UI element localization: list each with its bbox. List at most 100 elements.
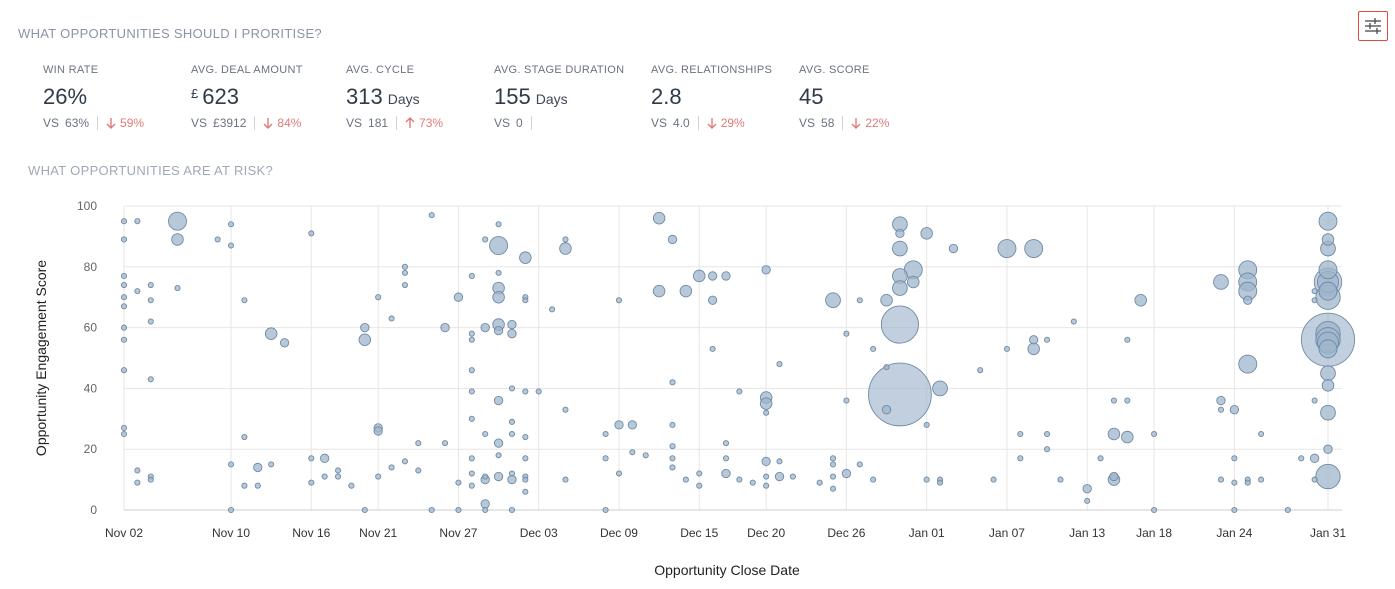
opportunity-bubble[interactable]: [254, 482, 261, 489]
opportunity-bubble[interactable]: [453, 292, 464, 302]
opportunity-bubble[interactable]: [1298, 455, 1305, 462]
opportunity-bubble[interactable]: [1057, 476, 1064, 483]
opportunity-bubble[interactable]: [1003, 345, 1010, 352]
opportunity-bubble[interactable]: [549, 306, 556, 313]
opportunity-bubble[interactable]: [1311, 397, 1318, 404]
opportunity-bubble[interactable]: [468, 415, 475, 422]
opportunity-bubble[interactable]: [1309, 453, 1320, 463]
opportunity-bubble[interactable]: [1258, 476, 1265, 483]
opportunity-bubble[interactable]: [679, 284, 693, 298]
opportunity-bubble[interactable]: [707, 295, 718, 305]
opportunity-bubble[interactable]: [669, 455, 676, 462]
opportunity-bubble[interactable]: [468, 470, 475, 477]
opportunity-bubble[interactable]: [1311, 297, 1318, 304]
opportunity-bubble[interactable]: [1284, 506, 1291, 514]
opportunity-bubble[interactable]: [480, 322, 490, 333]
opportunity-bubble[interactable]: [829, 485, 837, 492]
opportunity-bubble[interactable]: [279, 338, 290, 348]
opportunity-bubble[interactable]: [868, 362, 932, 427]
opportunity-bubble[interactable]: [388, 315, 395, 322]
opportunity-bubble[interactable]: [428, 506, 435, 514]
opportunity-bubble[interactable]: [1070, 318, 1077, 325]
opportunity-bubble[interactable]: [977, 367, 984, 374]
opportunity-bubble[interactable]: [1238, 354, 1258, 374]
opportunity-bubble[interactable]: [134, 288, 141, 295]
opportunity-bubble[interactable]: [507, 329, 517, 339]
opportunity-bubble[interactable]: [495, 269, 502, 276]
opportunity-bubble[interactable]: [816, 479, 823, 486]
opportunity-bubble[interactable]: [761, 265, 771, 275]
opportunity-bubble[interactable]: [841, 468, 852, 479]
opportunity-bubble[interactable]: [321, 473, 328, 480]
opportunity-bubble[interactable]: [320, 453, 330, 463]
opportunity-bubble[interactable]: [134, 467, 141, 474]
opportunity-bubble[interactable]: [602, 506, 609, 514]
opportunity-bubble[interactable]: [1134, 293, 1147, 307]
opportunity-bubble[interactable]: [856, 297, 863, 304]
opportunity-bubble[interactable]: [147, 297, 154, 304]
opportunity-bubble[interactable]: [308, 479, 315, 486]
opportunity-bubble[interactable]: [749, 479, 756, 486]
opportunity-bubble[interactable]: [360, 322, 370, 333]
opportunity-bubble[interactable]: [1029, 335, 1039, 345]
opportunity-bubble[interactable]: [1318, 260, 1338, 280]
opportunity-bubble[interactable]: [990, 476, 997, 483]
opportunity-bubble[interactable]: [652, 211, 666, 225]
opportunity-bubble[interactable]: [507, 319, 517, 330]
opportunity-bubble[interactable]: [652, 284, 666, 298]
opportunity-bubble[interactable]: [763, 482, 770, 489]
opportunity-bubble[interactable]: [892, 240, 908, 257]
opportunity-bubble[interactable]: [171, 233, 184, 246]
opportunity-bubble[interactable]: [1151, 506, 1158, 514]
opportunity-bubble[interactable]: [495, 452, 502, 459]
opportunity-bubble[interactable]: [168, 211, 187, 231]
opportunity-bubble[interactable]: [508, 506, 516, 514]
opportunity-bubble[interactable]: [856, 461, 863, 468]
opportunity-bubble[interactable]: [1151, 430, 1158, 438]
opportunity-bubble[interactable]: [1124, 397, 1131, 404]
opportunity-bubble[interactable]: [1217, 476, 1225, 483]
opportunity-bubble[interactable]: [468, 330, 475, 337]
opportunity-bubble[interactable]: [522, 476, 529, 483]
opportunity-bubble[interactable]: [774, 471, 785, 482]
opportunity-bubble[interactable]: [1318, 281, 1338, 301]
opportunity-bubble[interactable]: [880, 293, 893, 307]
opportunity-bubble[interactable]: [375, 473, 382, 480]
opportunity-bubble[interactable]: [602, 455, 609, 462]
opportunity-bubble[interactable]: [468, 455, 475, 462]
opportunity-bubble[interactable]: [629, 449, 636, 456]
opportunity-bubble[interactable]: [120, 294, 128, 301]
opportunity-bubble[interactable]: [763, 409, 770, 416]
opportunity-bubble[interactable]: [308, 230, 315, 237]
opportunity-bubble[interactable]: [468, 336, 475, 343]
opportunity-bubble[interactable]: [358, 333, 372, 347]
opportunity-bubble[interactable]: [253, 462, 263, 473]
opportunity-bubble[interactable]: [669, 421, 676, 428]
opportunity-bubble[interactable]: [334, 473, 342, 480]
opportunity-bubble[interactable]: [1318, 339, 1338, 359]
opportunity-bubble[interactable]: [492, 290, 505, 304]
opportunity-bubble[interactable]: [241, 297, 248, 304]
opportunity-bubble[interactable]: [227, 461, 235, 468]
opportunity-bubble[interactable]: [482, 473, 489, 480]
opportunity-bubble[interactable]: [120, 324, 128, 331]
opportunity-bubble[interactable]: [1216, 395, 1226, 406]
opportunity-bubble[interactable]: [241, 482, 248, 489]
opportunity-bubble[interactable]: [522, 488, 529, 495]
opportunity-bubble[interactable]: [881, 405, 892, 415]
opportunity-bubble[interactable]: [508, 418, 516, 425]
opportunity-bubble[interactable]: [1024, 239, 1044, 259]
opportunity-bubble[interactable]: [147, 476, 154, 483]
opportunity-bubble[interactable]: [227, 506, 235, 514]
opportunity-bubble[interactable]: [1311, 476, 1318, 483]
opportunity-bubble[interactable]: [870, 476, 877, 483]
opportunity-bubble[interactable]: [880, 305, 919, 344]
opportunity-bubble[interactable]: [789, 473, 796, 480]
opportunity-bubble[interactable]: [1321, 233, 1335, 246]
opportunity-bubble[interactable]: [388, 464, 395, 471]
opportunity-bubble[interactable]: [120, 367, 128, 374]
opportunity-bubble[interactable]: [707, 271, 718, 281]
opportunity-bubble[interactable]: [480, 499, 490, 509]
opportunity-bubble[interactable]: [508, 470, 516, 477]
opportunity-bubble[interactable]: [482, 236, 489, 243]
